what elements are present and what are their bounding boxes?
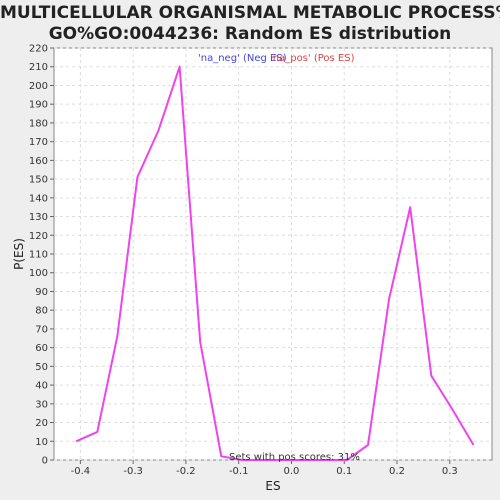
- chart-title-line2: GO%GO:0044236: Random ES distribution: [48, 24, 452, 44]
- y-tick-label: 70: [35, 324, 48, 335]
- y-tick-label: 10: [35, 437, 48, 448]
- x-tick-label: -0.1: [229, 466, 249, 477]
- x-tick-label: -0.4: [71, 466, 91, 477]
- y-tick-label: 190: [29, 100, 48, 111]
- x-tick-label: -0.3: [123, 466, 143, 477]
- x-tick-label: 0.3: [442, 466, 458, 477]
- y-tick-label: 140: [29, 193, 48, 204]
- es-distribution-line: [75, 65, 475, 461]
- chart-title-line1: MULTICELLULAR ORGANISMAL METABOLIC PROCE…: [0, 3, 500, 23]
- y-tick-label: 200: [29, 81, 48, 92]
- y-tick-label: 30: [35, 399, 48, 410]
- legend-neg-es: 'na_neg' (Neg ES): [198, 53, 287, 64]
- x-axis-ticks: -0.4 -0.3 -0.2 -0.1 0.0 0.1 0.2 0.3: [71, 460, 458, 477]
- y-tick-label: 0: [42, 456, 48, 467]
- legend-pos-es: 'na_pos' (Pos ES): [270, 53, 355, 64]
- y-tick-label: 170: [29, 137, 48, 148]
- y-tick-label: 100: [29, 268, 48, 279]
- y-tick-label: 210: [29, 62, 48, 73]
- x-tick-label: 0.1: [336, 466, 352, 477]
- y-tick-label: 80: [35, 306, 48, 317]
- y-tick-label: 60: [35, 343, 48, 354]
- y-tick-label: 40: [35, 381, 48, 392]
- y-axis-label: P(ES): [12, 238, 26, 270]
- y-tick-label: 180: [29, 118, 48, 129]
- y-tick-label: 220: [29, 44, 48, 55]
- x-tick-label: 0.2: [389, 466, 405, 477]
- series-group: [75, 65, 475, 461]
- y-tick-label: 120: [29, 231, 48, 242]
- grid-lines: [54, 47, 492, 461]
- pos-scores-annotation: Sets with pos scores: 31%: [229, 452, 360, 463]
- y-axis-ticks: 0 10 20 30 40 50 60 70 80 90 100 110 120 130 140 150 160…: [29, 44, 54, 467]
- y-tick-label: 20: [35, 418, 48, 429]
- x-tick-label: 0.0: [284, 466, 300, 477]
- x-axis-label: ES: [265, 479, 280, 493]
- y-tick-label: 110: [29, 250, 48, 261]
- x-tick-label: -0.2: [176, 466, 196, 477]
- y-tick-label: 50: [35, 362, 48, 373]
- y-tick-label: 150: [29, 175, 48, 186]
- y-tick-label: 130: [29, 212, 48, 223]
- y-tick-label: 90: [35, 287, 48, 298]
- y-tick-label: 160: [29, 156, 48, 167]
